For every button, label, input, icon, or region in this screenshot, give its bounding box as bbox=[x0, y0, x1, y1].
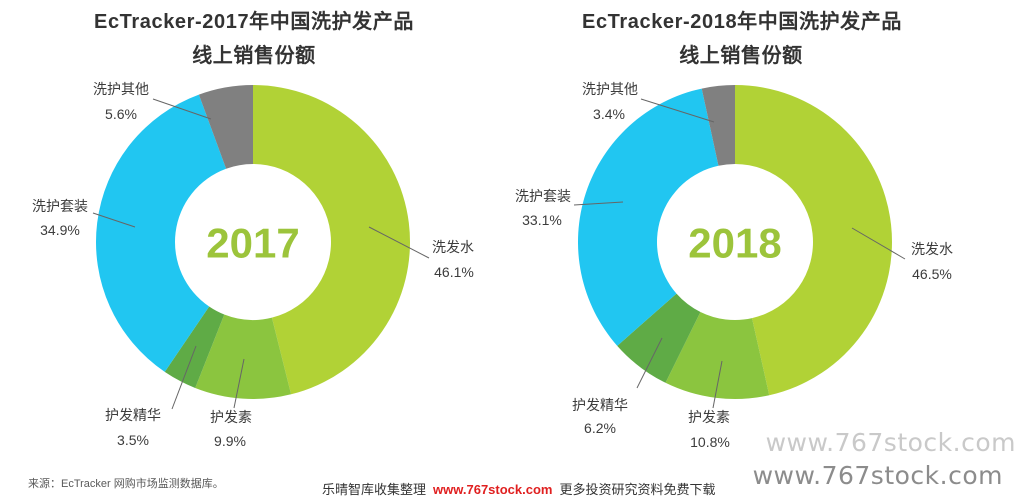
leader-lines bbox=[573, 98, 906, 409]
label-care-set: 洗护套装 bbox=[515, 188, 571, 204]
leader-line-other-care bbox=[640, 98, 715, 123]
leader-line-other-care bbox=[152, 98, 212, 120]
slice-conditioner bbox=[665, 311, 770, 399]
value-label-other-care: 3.4% bbox=[593, 106, 625, 122]
value-label-conditioner: 10.8% bbox=[690, 434, 730, 450]
slice-shampoo bbox=[735, 85, 893, 396]
watermark-dark: www.767stock.com bbox=[753, 461, 1003, 490]
slice-hair-serum bbox=[617, 293, 701, 383]
chart-title: EcTracker-2018年中国洗护发产品 bbox=[582, 9, 902, 33]
slice-care-set bbox=[578, 88, 719, 346]
slice-conditioner bbox=[195, 314, 292, 399]
footer-prefix: 乐晴智库收集整理 bbox=[322, 482, 426, 496]
donut-chart-2017: EcTracker-2017年中国洗护发产品 线上销售份额 2017 洗护其他 … bbox=[32, 9, 474, 449]
label-care-set: 洗护套装 bbox=[32, 198, 88, 214]
slice-care-set bbox=[96, 94, 227, 372]
chart-title-line-2: 线上销售份额 bbox=[192, 43, 316, 67]
slice-hair-serum bbox=[164, 306, 225, 388]
value-label-conditioner: 9.9% bbox=[214, 433, 246, 449]
value-label-hair-serum: 6.2% bbox=[584, 420, 616, 436]
label-shampoo: 洗发水 bbox=[911, 241, 953, 257]
footer-suffix: 更多投资研究资料免费下载 bbox=[559, 482, 715, 496]
leader-line-hair-serum bbox=[636, 337, 663, 389]
label-conditioner: 护发素 bbox=[688, 409, 730, 425]
slice-other-care bbox=[198, 85, 253, 169]
leader-lines bbox=[92, 98, 430, 410]
leader-line-care-set bbox=[573, 201, 624, 206]
slice-labels: 洗护其他 3.4% 洗护套装 33.1% 洗发水 46.5% 护发精华 6.2%… bbox=[515, 81, 953, 450]
value-label-care-set: 34.9% bbox=[40, 222, 80, 238]
leader-line-conditioner bbox=[712, 360, 723, 409]
donut-slices bbox=[96, 85, 411, 399]
label-other-care: 洗护其他 bbox=[582, 81, 638, 97]
value-label-shampoo: 46.1% bbox=[434, 264, 474, 280]
center-year-label: 2017 bbox=[206, 220, 299, 267]
chart-title-line-2: 线上销售份额 bbox=[679, 43, 803, 67]
value-label-hair-serum: 3.5% bbox=[117, 432, 149, 448]
label-conditioner: 护发素 bbox=[210, 409, 252, 425]
slice-labels: 洗护其他 5.6% 洗护套装 34.9% 洗发水 46.1% 护发精华 3.5%… bbox=[32, 81, 474, 449]
footer-credit: 乐晴智库收集整理 www.767stock.com 更多投资研究资料免费下载 bbox=[322, 482, 716, 496]
footer-site: www.767stock.com bbox=[432, 482, 552, 496]
watermark-light: www.767stock.com bbox=[766, 428, 1016, 457]
slice-shampoo bbox=[253, 85, 411, 395]
center-year-label: 2018 bbox=[688, 220, 781, 267]
label-hair-serum: 护发精华 bbox=[572, 397, 628, 413]
leader-line-shampoo bbox=[851, 227, 906, 260]
value-label-other-care: 5.6% bbox=[105, 106, 137, 122]
leader-line-shampoo bbox=[368, 226, 430, 259]
donut-slices bbox=[578, 85, 893, 399]
label-hair-serum: 护发精华 bbox=[105, 407, 161, 423]
label-shampoo: 洗发水 bbox=[432, 239, 474, 255]
leader-line-conditioner bbox=[233, 358, 245, 409]
label-other-care: 洗护其他 bbox=[93, 81, 149, 97]
value-label-care-set: 33.1% bbox=[522, 212, 562, 228]
leader-line-care-set bbox=[92, 212, 136, 228]
donut-chart-2018: EcTracker-2018年中国洗护发产品 线上销售份额 2018 洗护其他 … bbox=[515, 9, 953, 450]
source-note: 来源：EcTracker 网购市场监测数据库。 bbox=[28, 476, 224, 490]
value-label-shampoo: 46.5% bbox=[912, 266, 952, 282]
leader-line-hair-serum bbox=[171, 345, 197, 410]
chart-title: EcTracker-2017年中国洗护发产品 bbox=[94, 9, 414, 33]
slice-other-care bbox=[701, 85, 735, 166]
